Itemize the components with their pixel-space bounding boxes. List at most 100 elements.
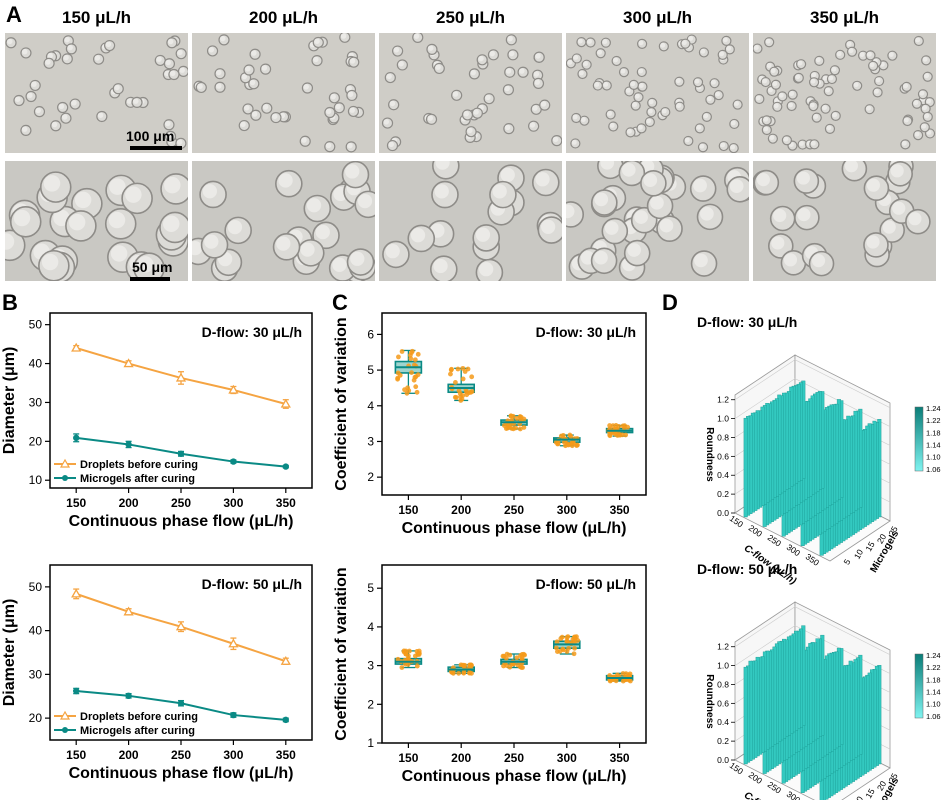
y-tick-label: 40 (29, 624, 43, 638)
roundness-bar (832, 404, 837, 503)
plot-frame (49, 312, 313, 489)
observation-point (555, 441, 561, 447)
z-tick-label: 0.2 (717, 736, 729, 746)
y-axis-label: Coefficient of variation (333, 567, 350, 740)
annotation-dflow: D-flow: 30 μL/h (536, 324, 636, 340)
roundness-bar (801, 649, 806, 749)
observation-point (506, 423, 512, 429)
observation-point (405, 655, 411, 661)
roundness-bar (767, 650, 772, 749)
floor (734, 472, 891, 562)
observation-point (628, 678, 633, 684)
observation-point (610, 677, 616, 683)
observation-point (402, 387, 407, 393)
roundness-bar (839, 421, 844, 521)
observation-point (564, 639, 570, 644)
roundness-bar (801, 402, 806, 502)
roundness-bar (812, 416, 817, 516)
roundness-bar (812, 440, 817, 539)
c-flow-tick-label: 300 (785, 789, 803, 800)
observation-point (609, 430, 615, 436)
observation-point (413, 374, 419, 380)
roundness-bar (803, 401, 808, 500)
observation-point (568, 640, 573, 646)
observation-point (613, 427, 619, 433)
data-point-microgels (73, 687, 80, 695)
roundness-bar (769, 422, 774, 523)
roundness-bar (848, 438, 853, 537)
floor (734, 719, 891, 800)
plot-frame (49, 564, 313, 741)
roundness-bar (800, 694, 805, 793)
observation-point (449, 669, 455, 675)
observation-point (625, 424, 631, 430)
roundness-bar (805, 670, 810, 768)
microgel-tick-label: 10 (852, 794, 866, 800)
observation-point (566, 645, 571, 651)
roundness-bar (801, 380, 806, 479)
observation-point (575, 442, 580, 448)
roundness-bar (838, 442, 843, 543)
roundness-bar (831, 449, 836, 548)
observation-point (622, 425, 627, 431)
microgel-tick-label: 25 (886, 524, 900, 537)
roundness-bar (798, 673, 803, 773)
observation-point (396, 354, 401, 360)
x-tick-label: 300 (223, 748, 243, 762)
observation-point (500, 653, 506, 659)
legend-label: Droplets before curing (80, 711, 198, 723)
observation-point (456, 670, 462, 676)
y-tick-label: 20 (29, 711, 43, 725)
annotation-dflow: D-flow: 50 μL/h (202, 576, 302, 592)
observation-point (623, 432, 629, 438)
y-tick-label: 2 (367, 697, 374, 711)
roundness-bar (822, 434, 827, 532)
observation-point (468, 662, 474, 668)
z-tick-label: 0.2 (717, 489, 729, 499)
roundness-bar (791, 409, 796, 508)
legend-marker (62, 475, 68, 481)
roundness-bar (770, 649, 775, 747)
observation-point (460, 662, 466, 668)
observation-point (561, 439, 567, 445)
observation-point (456, 388, 462, 394)
roundness-bar (765, 650, 770, 750)
roundness-bar (753, 412, 758, 511)
observation-point (414, 649, 420, 654)
roundness-bar (860, 430, 865, 529)
box-iqr (500, 419, 528, 426)
observation-point (564, 441, 570, 447)
observation-point (613, 678, 619, 684)
roundness-bar (791, 433, 796, 531)
roundness-bar (827, 405, 832, 507)
roundness-bar (796, 383, 801, 483)
observation-point (572, 645, 577, 651)
observation-point (448, 667, 454, 673)
colorbar-tick-label: 1.24 (926, 651, 941, 660)
observation-point (458, 398, 464, 403)
roundness-bar (865, 425, 870, 526)
z-tick-label: 1.0 (717, 661, 729, 671)
micrograph-high-1 (5, 161, 188, 281)
legend-label: Droplets before curing (80, 459, 198, 471)
roundness-bar (760, 656, 765, 754)
z-tick-label: 0.4 (717, 470, 729, 480)
chart-C-top: 2 3 4 5 6 150 200 250 300 350 Continuous phase flo… (333, 312, 647, 537)
roundness-bar (805, 400, 810, 499)
roundness-bar (772, 646, 777, 746)
roundness-bar (822, 409, 827, 510)
roundness-bar (836, 693, 841, 792)
x-tick-label: 150 (66, 748, 86, 762)
colorbar-tick-label: 1.06 (926, 712, 941, 721)
observation-point (553, 645, 559, 651)
roundness-bar (786, 391, 791, 489)
colorbar (914, 653, 924, 719)
roundness-bar (815, 438, 820, 537)
observation-point (503, 426, 509, 431)
series-line-microgels (76, 436, 286, 468)
microgel-axis-label: Microgels (868, 528, 901, 574)
observation-point (407, 658, 412, 664)
data-point-droplets (123, 358, 134, 368)
roundness-bar (796, 652, 801, 752)
roundness-bar (786, 636, 791, 736)
